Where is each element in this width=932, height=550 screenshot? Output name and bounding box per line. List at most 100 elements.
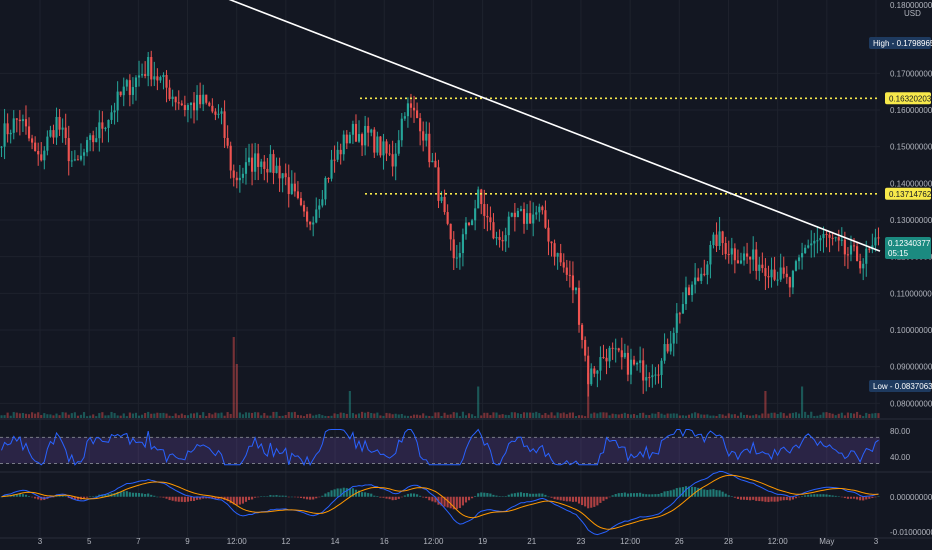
macd-histogram-bar (571, 496, 574, 502)
candle (825, 230, 828, 248)
volume-bar (703, 414, 706, 418)
volume-bar (318, 414, 321, 418)
candle (617, 347, 620, 353)
candle (776, 271, 779, 286)
candle (779, 253, 782, 282)
candle (287, 164, 290, 208)
candle (791, 269, 794, 295)
rsi-band (0, 437, 880, 464)
candle (370, 128, 373, 137)
volume-bar (131, 413, 134, 418)
macd-histogram-bar (388, 496, 391, 500)
volume-bar (373, 413, 376, 418)
price-badges: High - 0.17989657 0.16320203 0.13714762 0.1… (869, 37, 932, 392)
volume-bar (773, 412, 776, 418)
candle (651, 364, 654, 388)
macd-tick: -0.01000000 (890, 528, 932, 537)
macd-histogram-bar (76, 496, 79, 500)
macd-histogram-bar (351, 488, 354, 497)
volume-bar (852, 413, 856, 418)
candle (593, 365, 596, 378)
macd-histogram-bar (137, 493, 141, 497)
macd-histogram-bar (345, 488, 348, 497)
candle (672, 327, 675, 357)
price-tick: 0.09000000 (890, 363, 932, 372)
volume-bar (840, 412, 843, 418)
volume-bar (385, 412, 388, 418)
time-tick: 3 (38, 537, 43, 546)
candle (807, 239, 810, 249)
volume-bar (489, 415, 492, 418)
volume-bar (64, 412, 67, 418)
candle (327, 177, 330, 183)
volume-bar (553, 415, 556, 418)
candle (0, 145, 3, 158)
candle (357, 120, 361, 143)
volume-bar (180, 413, 183, 418)
macd-histogram-bar (293, 496, 296, 498)
candle (309, 221, 312, 231)
volume-bar (507, 415, 510, 418)
candle (822, 226, 825, 253)
candle (177, 90, 180, 110)
candle (110, 105, 113, 125)
candle (746, 242, 749, 264)
volume-bar (58, 415, 61, 418)
candle (801, 242, 804, 270)
volume-bar (681, 415, 684, 418)
volume-bar (406, 415, 409, 418)
macd-histogram-bar (495, 495, 498, 497)
volume-bar (868, 413, 871, 418)
volume-bar (605, 412, 608, 418)
macd-histogram-bar (782, 496, 785, 501)
volume-bar (425, 415, 428, 418)
macd-histogram-bar (623, 492, 626, 497)
candle (37, 142, 40, 166)
price-pane[interactable] (0, 0, 881, 418)
candle (217, 104, 220, 119)
candle (220, 107, 223, 125)
candle (608, 345, 611, 368)
volume-bar (755, 414, 758, 418)
candle (626, 345, 629, 382)
volume-bar (247, 412, 251, 418)
candle (186, 103, 189, 123)
time-tick: 16 (380, 537, 389, 546)
svg-text:0.12340377: 0.12340377 (888, 239, 931, 248)
rsi-pane[interactable] (0, 428, 880, 466)
candle (837, 229, 840, 252)
time-tick: 12 (281, 537, 290, 546)
low-price-badge: Low - 0.08370630 (869, 380, 932, 392)
horizontal-levels[interactable] (360, 97, 880, 195)
macd-histogram-bar (608, 496, 611, 498)
volume-bar (736, 415, 739, 418)
volume-bar (397, 414, 400, 418)
macd-histogram-bar (40, 496, 43, 501)
macd-histogram-bar (636, 493, 639, 497)
time-axis[interactable]: 3 5 7 9 12:00 12 14 16 12:00 19 21 23 12:00 26 28 12:00… (38, 537, 879, 546)
candle (180, 100, 183, 107)
volume-bar (697, 413, 700, 418)
candle (574, 287, 578, 295)
volume-bar (86, 416, 89, 418)
volume-bar (782, 413, 785, 418)
macd-histogram-bar (171, 496, 174, 501)
macd-histogram-bar (791, 496, 794, 500)
candle (599, 346, 602, 381)
candle (620, 337, 623, 370)
volume-bar (721, 414, 724, 418)
volume-bar (629, 414, 633, 418)
volume-bar (302, 416, 306, 418)
candle (513, 202, 516, 232)
candle (137, 60, 141, 87)
volume-bar (342, 412, 345, 418)
macd-histogram-bar (590, 496, 593, 508)
time-tick: 12:00 (227, 537, 248, 546)
candle (251, 143, 254, 186)
macd-histogram-bar (287, 496, 290, 498)
trendline[interactable] (155, 0, 881, 252)
candle (486, 203, 489, 232)
macd-histogram-bar (703, 489, 706, 497)
macd-pane[interactable] (0, 470, 880, 536)
